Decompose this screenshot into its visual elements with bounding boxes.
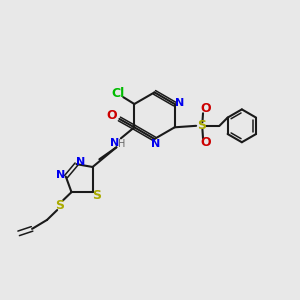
Text: O: O xyxy=(200,102,211,115)
Text: N: N xyxy=(176,98,185,107)
Text: N: N xyxy=(110,138,119,148)
Text: H: H xyxy=(118,139,125,149)
Text: S: S xyxy=(55,199,64,212)
Text: Cl: Cl xyxy=(111,87,124,100)
Text: S: S xyxy=(197,119,206,132)
Text: S: S xyxy=(93,189,102,202)
Text: N: N xyxy=(76,157,86,167)
Text: N: N xyxy=(151,139,160,149)
Text: O: O xyxy=(200,136,211,149)
Text: N: N xyxy=(56,170,65,180)
Text: O: O xyxy=(106,109,117,122)
